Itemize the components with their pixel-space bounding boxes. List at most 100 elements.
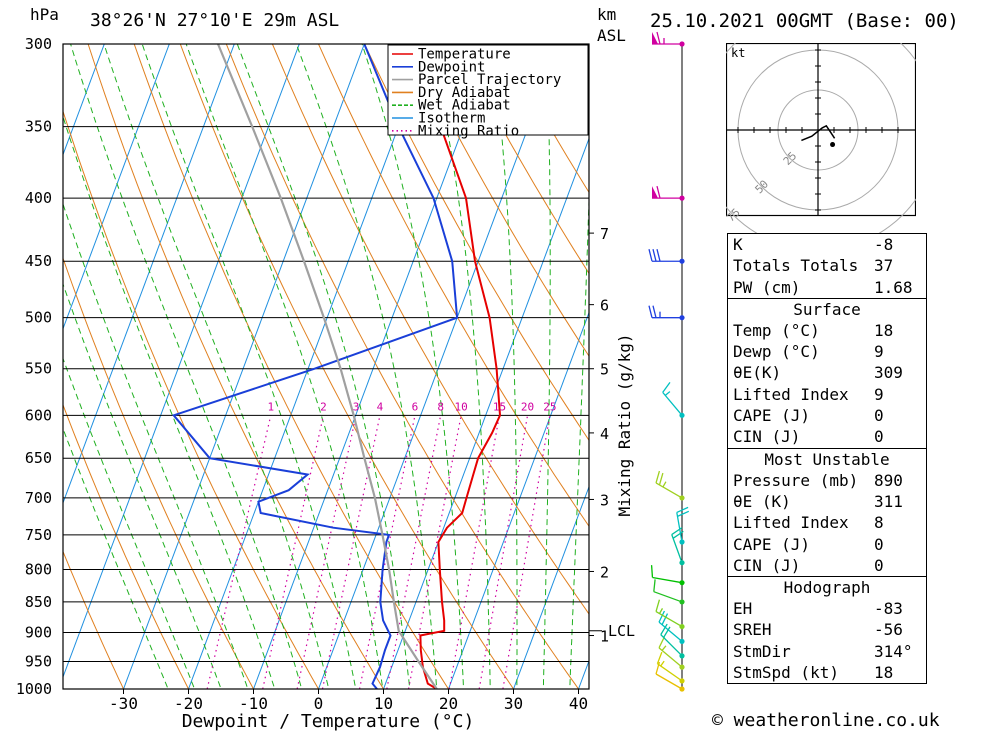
wet-adiabat-line [185,44,384,689]
km-tick-label: 6 [600,297,609,315]
surface-value: 9 [874,342,884,362]
mixing-ratio-label: 2 [320,400,327,413]
surface-row: CAPE (J) 0 [728,405,926,426]
pressure-tick-label: 300 [25,35,52,53]
index-row: PW (cm) 1.68 [728,277,926,298]
mixing-ratio-line [321,415,381,689]
surface-label: Lifted Index [733,384,849,404]
km-tick-label: 5 [600,361,609,379]
mixing-ratio-label: 10 [454,400,467,413]
index-label: K [733,235,743,254]
legend-entry: Mixing Ratio [418,123,519,139]
mixing-ratio-label: 4 [377,400,384,413]
pressure-tick-label: 750 [25,526,52,544]
hodograph-title: Hodograph [783,578,871,598]
hodograph-stat-value: -83 [874,599,903,619]
mixing-ratio-line [262,415,325,689]
wind-barb [655,661,685,692]
most-unstable-label: Pressure (mb) [733,470,859,490]
most-unstable-title: Most Unstable [764,449,890,469]
pressure-tick-label: 350 [25,118,52,136]
parcel-trajectory-line [216,44,438,689]
wet-adiabat-line [63,202,249,689]
wet-adiabat-line [361,44,465,689]
credit-footer[interactable]: © weatheronline.co.uk [712,710,940,731]
wet-adiabat-line [295,44,438,689]
wind-barb [655,470,685,501]
isotherm-line [63,44,235,505]
hodograph-stat-value: 314° [874,641,913,661]
most-unstable-label: CIN (J) [733,555,801,575]
sounding-profiles [171,44,502,689]
plot-frame [62,43,590,690]
dry-adiabat-line [63,550,125,689]
wind-barb [656,651,685,684]
mixing-ratio-label: 3 [353,400,360,413]
isotherm-line [382,137,589,689]
dewpoint-line [171,44,459,689]
dry-adiabat-line [456,44,589,275]
index-value: 1.68 [874,277,913,297]
index-label: PW (cm) [733,277,801,297]
index-value: -8 [874,235,894,254]
wind-barb [653,579,685,605]
isotherm-line [63,44,105,157]
surface-label: Temp (°C) [733,320,820,340]
mixing-ratio-labels: 1 2 3 4 6 8 10 15 20 25 [268,400,557,413]
wet-adiabat-line [63,427,169,689]
index-row: K -8 [728,234,926,255]
wind-barb [660,623,685,659]
pressure-tick-label: 800 [25,560,52,578]
x-tick-label: 20 [439,694,458,713]
hodograph-stat-row: SREH -56 [728,619,926,640]
pressure-tick-label: 700 [25,489,52,507]
wind-barb [655,599,685,630]
most-unstable-row: CAPE (J) 0 [728,534,926,555]
wind-barb [648,305,685,321]
most-unstable-value: 0 [874,534,884,554]
mixing-ratio-line [386,415,442,689]
pressure-tick-label: 600 [25,406,52,424]
most-unstable-row: CIN (J) 0 [728,555,926,576]
mixing-ratio-label: 1 [268,400,275,413]
axes: 3003504004505005506006507007508008509009… [16,35,588,713]
wind-barb [676,506,690,545]
isotherm-line [512,485,589,689]
surface-row: Dewp (°C) 9 [728,341,926,362]
x-tick-label: 0 [314,694,324,713]
hodograph-stat-label: StmDir [733,641,791,661]
surface-section: Surface Temp (°C) 18 Dewp (°C) 9 θE(K) 309 Lif… [728,299,926,449]
surface-label: Dewp (°C) [733,342,820,362]
wet-adiabat-line [63,282,222,689]
index-row: Totals Totals 37 [728,255,926,276]
most-unstable-section: Most Unstable Pressure (mb) 890 θE (K) 311 L… [728,449,926,578]
wet-adiabat-line [103,44,330,689]
hodograph-stat-row: StmDir 314° [728,641,926,662]
hodograph-unit: kt [731,46,745,60]
temperature-line [419,44,502,689]
pressure-tick-label: 500 [25,309,52,327]
km-tick-label: 1 [600,628,609,646]
pressure-unit-label: hPa [30,5,59,24]
most-unstable-value: 311 [874,491,903,511]
surface-title: Surface [793,299,861,319]
pressure-tick-label: 950 [25,653,52,671]
km-tick-label: 7 [600,225,609,243]
x-tick-label: 40 [569,694,588,713]
isotherm-line [0,0,11,715]
km-label: km [597,5,617,24]
km-tick-label: 4 [600,425,609,443]
surface-value: 9 [874,384,884,404]
x-tick-label: -20 [174,694,203,713]
isotherm-line [447,311,589,689]
legend-entry: Temperature [418,47,511,63]
most-unstable-value: 890 [874,470,903,490]
hodograph-stat-value: 18 [874,663,894,683]
wind-barb [658,636,685,670]
surface-value: 18 [874,320,894,340]
most-unstable-label: θE (K) [733,491,791,511]
index-value: 37 [874,256,894,276]
legend-entry: Parcel Trajectory [418,72,561,88]
